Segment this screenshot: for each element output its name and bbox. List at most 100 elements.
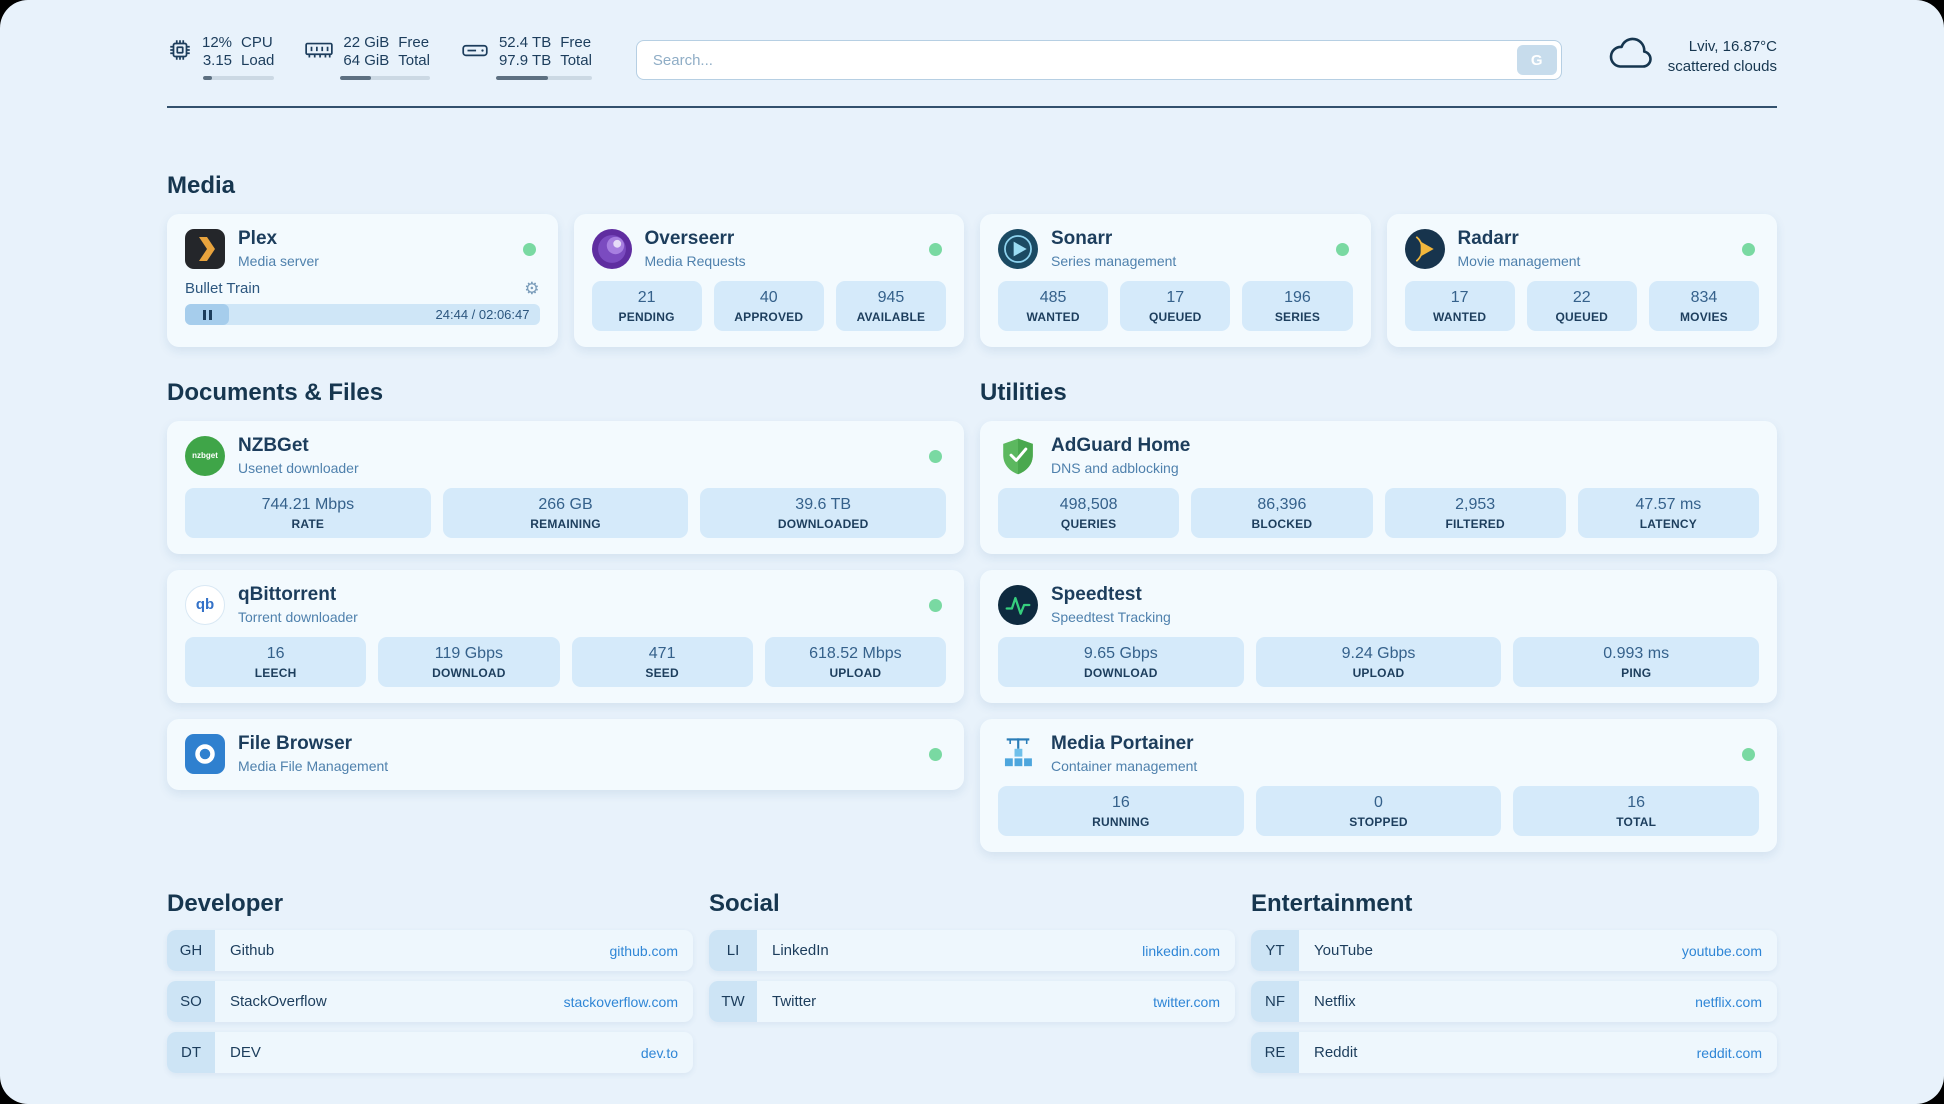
stat-box: 17 QUEUED <box>1120 281 1231 331</box>
stat-box: 16 LEECH <box>185 637 367 687</box>
bookmark-abbr: SO <box>167 981 215 1022</box>
service-title: Sonarr <box>1051 228 1113 249</box>
service-card-filebrowser[interactable]: File Browser Media File Management <box>167 719 964 790</box>
storage-total-label: Total <box>560 52 592 69</box>
storage-progress-fill <box>495 76 548 80</box>
section-title-entertainment: Entertainment <box>1251 890 1413 917</box>
bookmark-name: Twitter <box>772 993 817 1010</box>
bookmark-url: netflix.com <box>1695 993 1762 1010</box>
sonarr-icon <box>998 228 1038 269</box>
gear-icon[interactable]: ⚙ <box>524 279 540 298</box>
bookmark-abbr: DT <box>167 1032 215 1073</box>
bookmark-url: youtube.com <box>1681 942 1762 959</box>
section-title-media: Media <box>167 172 236 199</box>
ram-icon <box>304 34 334 68</box>
media-card-grid: Plex Media server Bullet Train ⚙ 24:44 /… <box>167 214 1777 347</box>
search-provider-button[interactable]: G <box>1516 45 1557 75</box>
bookmark-name: Reddit <box>1314 1044 1358 1061</box>
bookmark-dev[interactable]: DT DEV dev.to <box>167 1032 693 1073</box>
storage-free-value: 52.4 TB <box>498 34 552 51</box>
bookmark-name: StackOverflow <box>230 993 327 1010</box>
cpu-load-label: Load <box>241 52 275 69</box>
search-input[interactable] <box>635 40 1562 80</box>
service-card-plex[interactable]: Plex Media server Bullet Train ⚙ 24:44 /… <box>167 214 558 347</box>
service-subtitle: Speedtest Tracking <box>1051 609 1171 625</box>
bookmark-abbr: NF <box>1251 981 1299 1022</box>
service-card-qbittorrent[interactable]: qb qBittorrent Torrent downloader 16 LEE… <box>167 570 964 703</box>
service-card-portainer[interactable]: Media Portainer Container management 16 … <box>980 719 1777 852</box>
section-title-developer: Developer <box>167 890 284 917</box>
memory-widget: 22 GiB 64 GiB Free Total <box>304 34 430 80</box>
bookmark-github[interactable]: GH Github github.com <box>167 930 693 971</box>
stat-box: 618.52 Mbps UPLOAD <box>764 637 946 687</box>
service-card-radarr[interactable]: Radarr Movie management 17 WANTED 22 QUE… <box>1386 214 1777 347</box>
bookmark-linkedin[interactable]: LI LinkedIn linkedin.com <box>709 930 1235 971</box>
playback-progress-bar[interactable]: 24:44 / 02:06:47 <box>185 304 540 325</box>
service-card-speedtest[interactable]: Speedtest Speedtest Tracking 9.65 Gbps D… <box>980 570 1777 703</box>
cpu-icon <box>167 34 193 68</box>
bookmark-name: LinkedIn <box>772 942 829 959</box>
memory-free-label: Free <box>398 34 430 51</box>
bookmark-abbr: RE <box>1251 1032 1299 1073</box>
service-title: NZBGet <box>238 435 309 456</box>
bookmark-youtube[interactable]: YT YouTube youtube.com <box>1251 930 1777 971</box>
bookmark-name: Github <box>230 942 275 959</box>
bookmark-stackoverflow[interactable]: SO StackOverflow stackoverflow.com <box>167 981 693 1022</box>
adguard-icon <box>998 436 1038 476</box>
qbittorrent-icon: qb <box>185 584 225 625</box>
plex-icon <box>185 228 225 269</box>
bookmark-group-developer: Developer GH Github github.com SO StackO… <box>167 890 693 1073</box>
section-title-social: Social <box>709 890 780 917</box>
service-subtitle: Torrent downloader <box>238 609 358 625</box>
status-dot <box>929 243 942 256</box>
bookmark-group-social: Social LI LinkedIn linkedin.com TW Twitt… <box>709 890 1235 1073</box>
bookmark-url: github.com <box>609 942 678 959</box>
bookmark-group-entertainment: Entertainment YT YouTube youtube.com NF … <box>1251 890 1777 1073</box>
cpu-progress-fill <box>203 76 212 80</box>
service-title: Speedtest <box>1051 584 1142 605</box>
service-subtitle: Series management <box>1051 253 1177 269</box>
service-card-overseerr[interactable]: Overseerr Media Requests 21 PENDING 40 A… <box>573 214 964 347</box>
pause-icon[interactable] <box>185 304 229 325</box>
section-title-utilities: Utilities <box>980 379 1067 406</box>
now-playing-title: Bullet Train <box>185 280 261 297</box>
status-dot <box>1335 243 1349 256</box>
service-title: qBittorrent <box>238 584 337 605</box>
bookmark-name: Netflix <box>1314 993 1356 1010</box>
section-utilities: Utilities AdGuard Home <box>980 379 1777 852</box>
service-title: Overseerr <box>644 228 735 249</box>
bookmark-reddit[interactable]: RE Reddit reddit.com <box>1251 1032 1777 1073</box>
stat-box: 0.993 ms PING <box>1513 637 1760 687</box>
service-title: Radarr <box>1457 228 1519 249</box>
service-title: AdGuard Home <box>1051 435 1191 456</box>
stat-box: 9.24 Gbps UPLOAD <box>1255 637 1502 687</box>
topbar-divider <box>167 106 1777 108</box>
bookmark-twitter[interactable]: TW Twitter twitter.com <box>709 981 1235 1022</box>
service-card-sonarr[interactable]: Sonarr Series management 485 WANTED 17 Q… <box>980 214 1371 347</box>
storage-progress-bar <box>495 76 592 80</box>
cpu-widget: 12% 3.15 CPU Load <box>167 34 275 80</box>
service-card-nzbget[interactable]: nzbget NZBGet Usenet downloader 744.21 M… <box>167 421 964 554</box>
service-card-adguard[interactable]: AdGuard Home DNS and adblocking 498,508 … <box>980 421 1777 554</box>
storage-free-label: Free <box>560 34 592 51</box>
bookmark-url: stackoverflow.com <box>563 993 678 1010</box>
bookmark-abbr: YT <box>1251 930 1299 971</box>
service-subtitle: Usenet downloader <box>238 460 359 476</box>
stat-box: 485 WANTED <box>998 281 1109 331</box>
status-dot <box>522 243 536 256</box>
stat-box: 119 Gbps DOWNLOAD <box>378 637 560 687</box>
bookmark-netflix[interactable]: NF Netflix netflix.com <box>1251 981 1777 1022</box>
service-title: Media Portainer <box>1051 733 1194 754</box>
stat-box: 16 RUNNING <box>998 786 1244 836</box>
memory-total-value: 64 GiB <box>343 52 390 69</box>
cpu-label: CPU <box>241 34 273 51</box>
playback-time: 24:44 / 02:06:47 <box>435 307 530 322</box>
service-subtitle: Media File Management <box>238 758 389 774</box>
bookmark-name: YouTube <box>1314 942 1373 959</box>
stat-box: 9.65 Gbps DOWNLOAD <box>998 637 1244 687</box>
radarr-icon <box>1404 228 1445 269</box>
stat-box: 945 AVAILABLE <box>835 281 947 331</box>
stat-box: 40 APPROVED <box>713 281 824 331</box>
bookmark-abbr: TW <box>709 981 757 1022</box>
portainer-icon <box>998 734 1038 774</box>
